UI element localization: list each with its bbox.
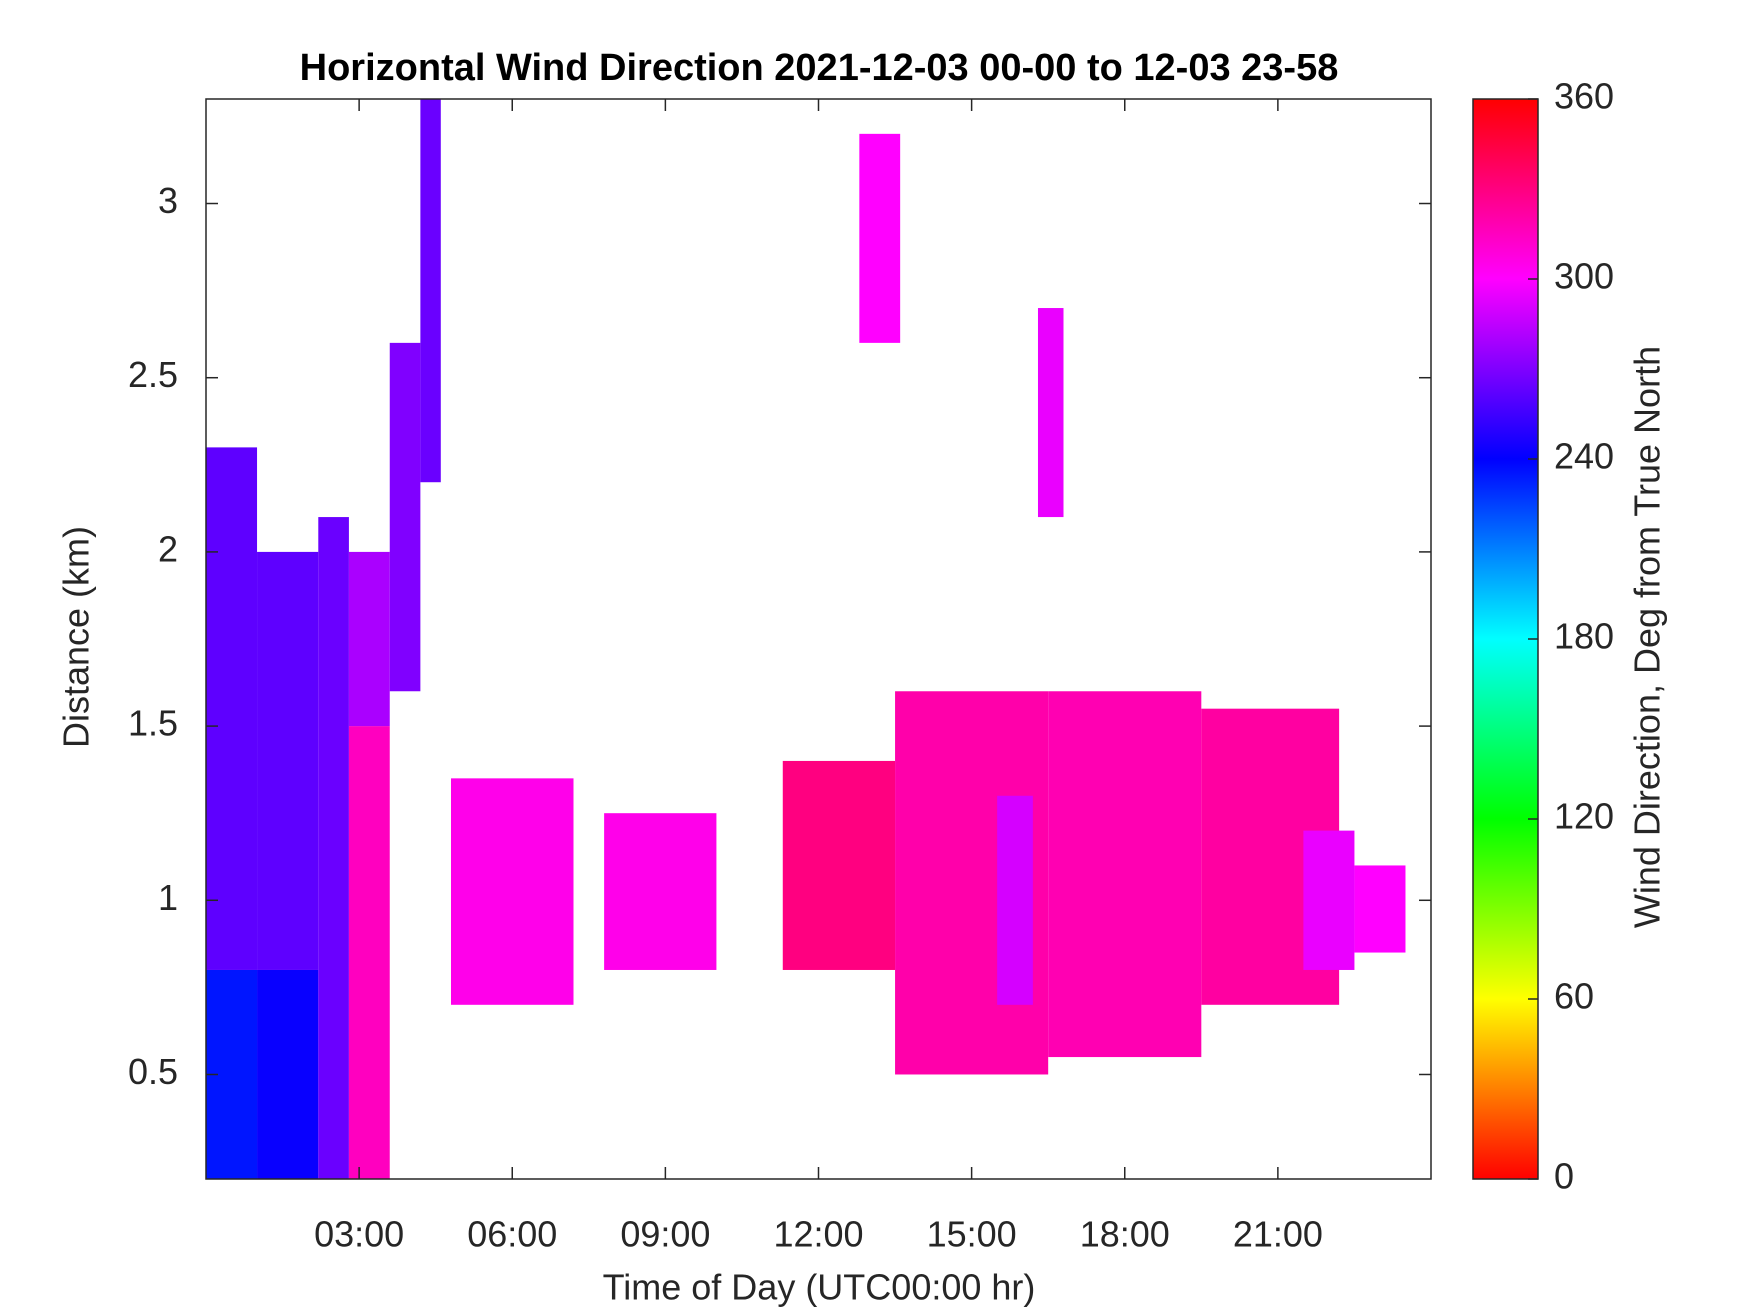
cell <box>257 969 319 1179</box>
colorbar-tick-label: 360 <box>1554 76 1614 117</box>
y-tick-label: 3 <box>158 180 178 221</box>
chart-title: Horizontal Wind Direction 2021-12-03 00-… <box>300 47 1339 89</box>
cell <box>348 551 390 727</box>
x-tick-label: 06:00 <box>467 1214 557 1255</box>
cell <box>604 813 717 970</box>
x-tick-label: 03:00 <box>314 1214 404 1255</box>
cell <box>1354 865 1406 953</box>
cell <box>782 760 896 970</box>
cell <box>318 517 349 1179</box>
cell <box>348 726 390 1179</box>
cell <box>859 133 901 343</box>
colorbar-tick-label: 60 <box>1554 976 1594 1017</box>
cell <box>389 342 421 692</box>
y-tick-label: 2.5 <box>128 354 178 395</box>
x-tick-label: 18:00 <box>1080 1214 1170 1255</box>
colorbar-tick-label: 120 <box>1554 796 1614 837</box>
x-tick-label: 21:00 <box>1233 1214 1323 1255</box>
heatmap <box>206 99 1406 1179</box>
cell <box>1048 691 1202 1058</box>
colorbar-label: Wind Direction, Deg from True North <box>1627 346 1668 928</box>
y-tick-label: 0.5 <box>128 1051 178 1092</box>
colorbar-tick-label: 240 <box>1554 436 1614 477</box>
x-tick-label: 09:00 <box>620 1214 710 1255</box>
cell <box>1037 308 1064 518</box>
colorbar-tick-label: 0 <box>1554 1156 1574 1197</box>
y-axis-label: Distance (km) <box>56 526 97 748</box>
cell <box>206 447 258 970</box>
colorbar-tick-label: 300 <box>1554 256 1614 297</box>
cell <box>451 778 574 1005</box>
x-axis-label: Time of Day (UTC00:00 hr) <box>603 1267 1036 1308</box>
y-tick-label: 1 <box>158 877 178 918</box>
cell <box>997 795 1033 1005</box>
x-tick-label: 12:00 <box>773 1214 863 1255</box>
colorbar-tick-label: 180 <box>1554 616 1614 657</box>
y-tick-label: 2 <box>158 528 178 569</box>
cell <box>1303 830 1355 970</box>
x-tick-label: 15:00 <box>927 1214 1017 1255</box>
cell <box>420 99 441 483</box>
cell <box>257 551 319 970</box>
y-tick-label: 1.5 <box>128 703 178 744</box>
